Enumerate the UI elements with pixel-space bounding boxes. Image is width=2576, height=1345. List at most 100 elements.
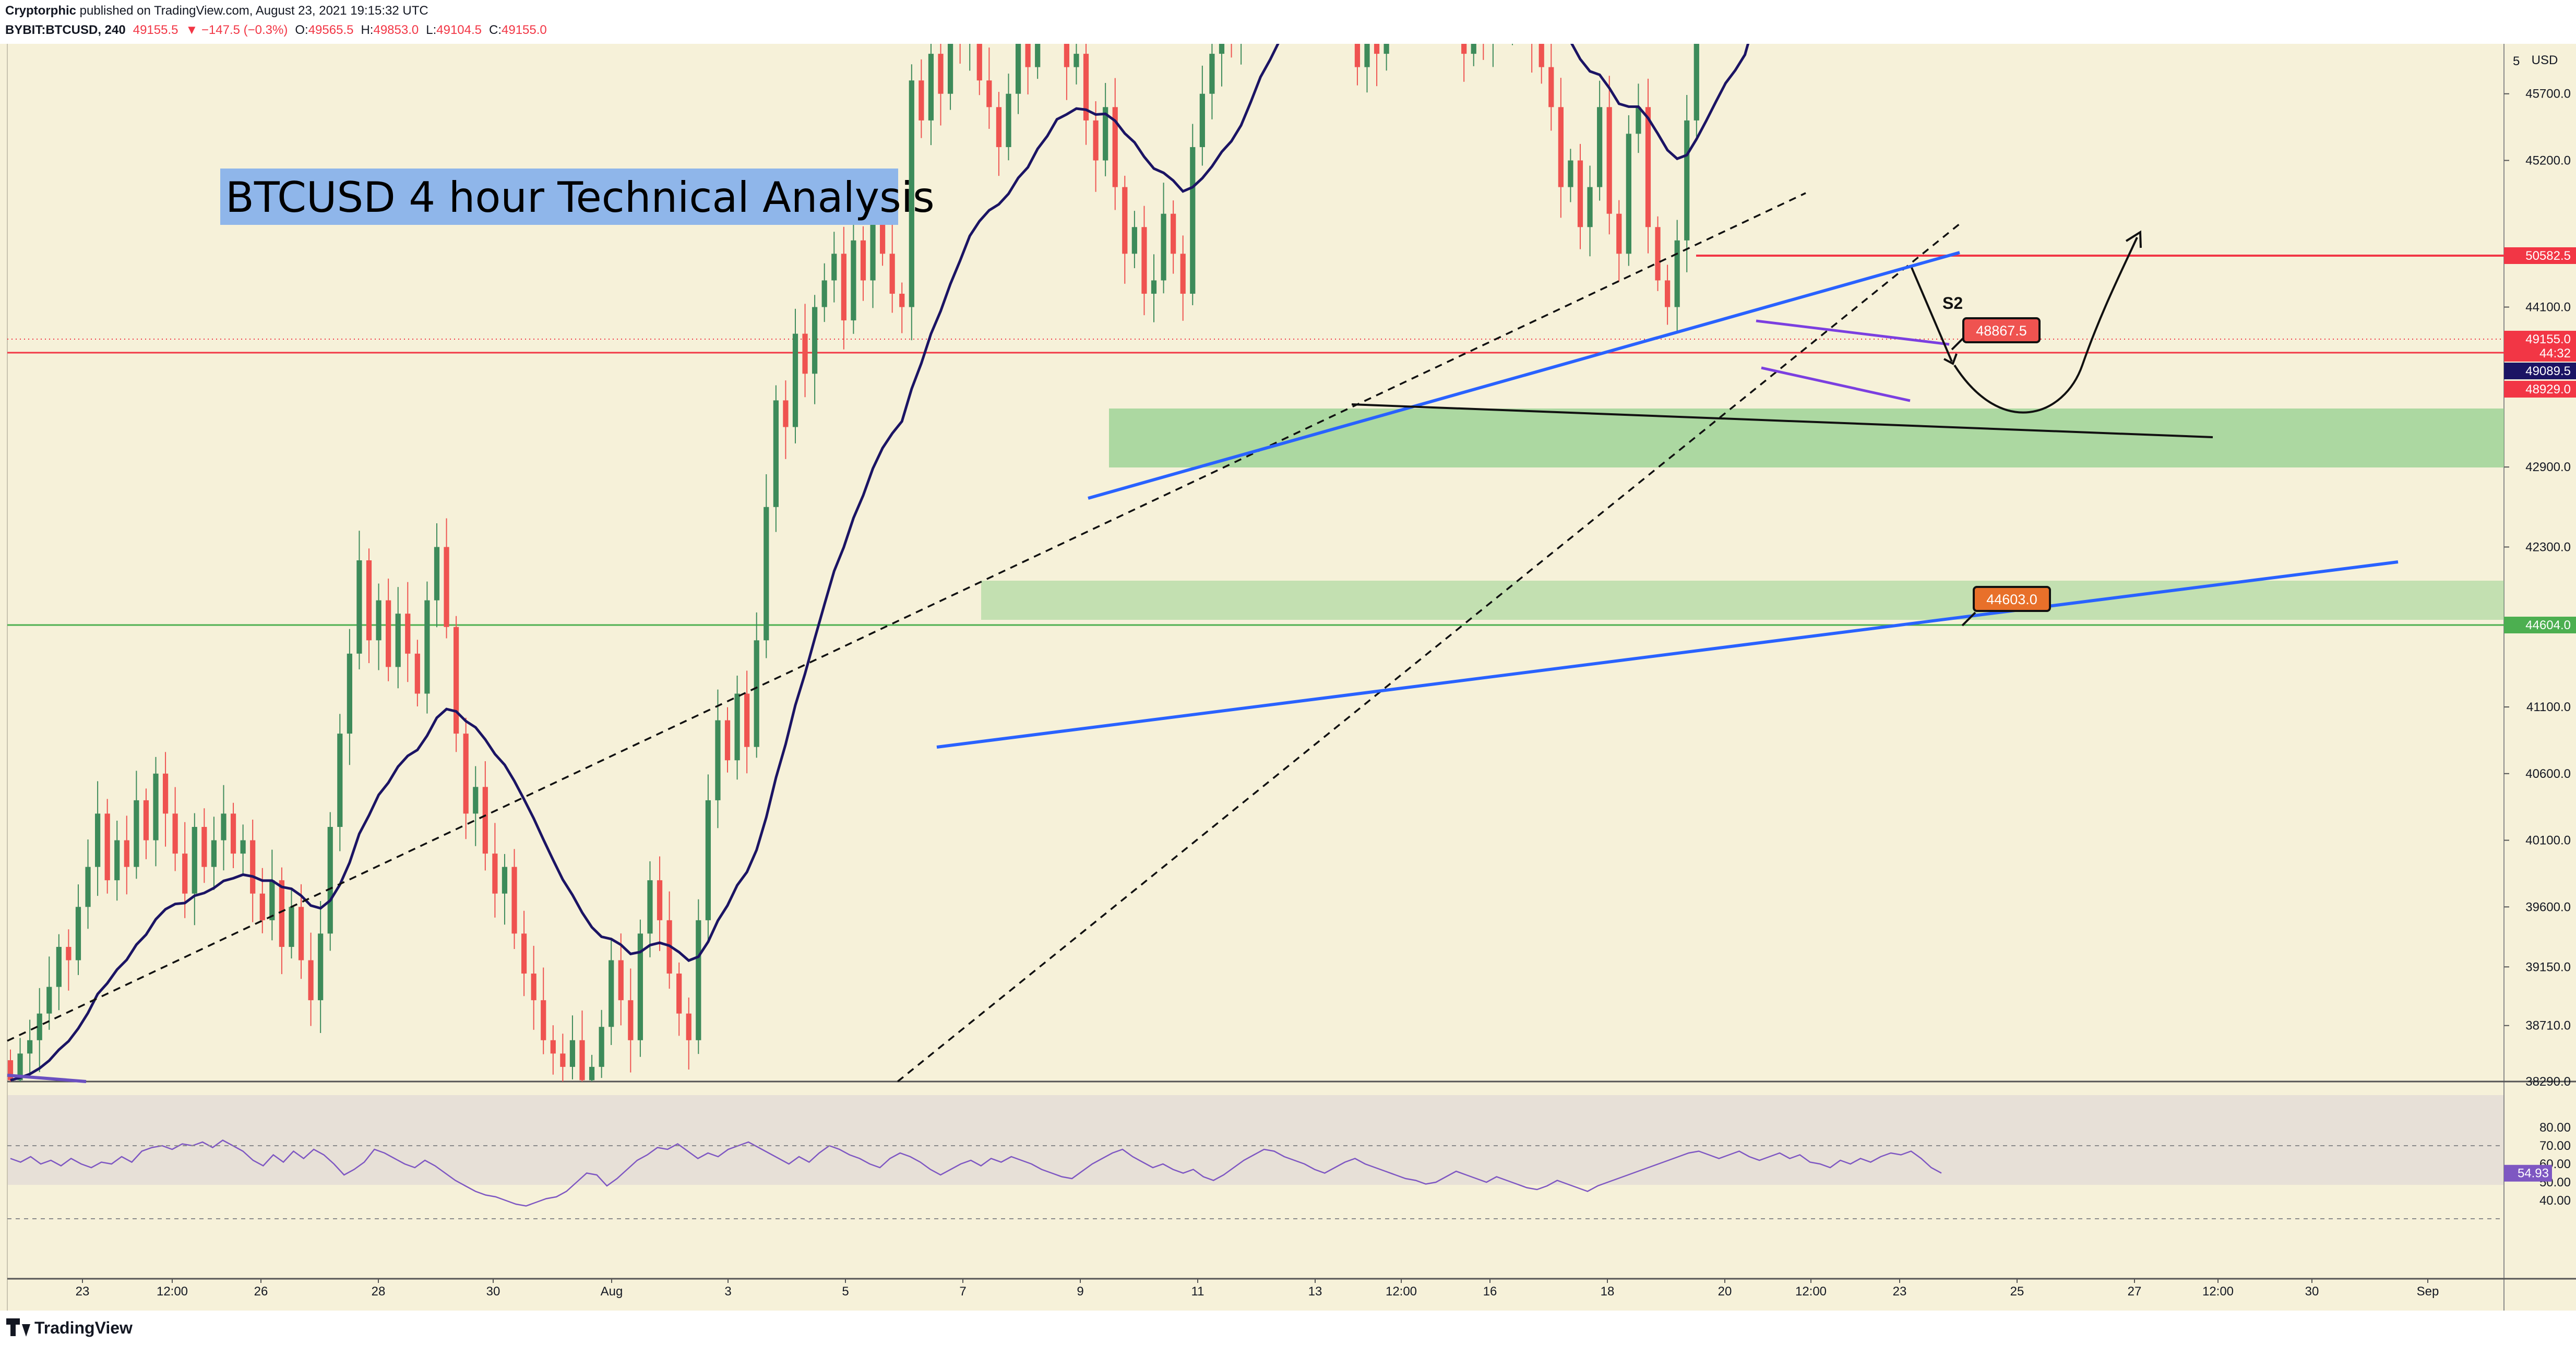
candle xyxy=(1035,44,1041,79)
candle xyxy=(996,92,1002,176)
candle xyxy=(66,929,71,991)
forecast-drop-path[interactable] xyxy=(1911,267,1953,362)
candle-body-down xyxy=(162,773,169,814)
rsi-tick-label: 80.00 xyxy=(2539,1121,2571,1135)
candle-body-down xyxy=(860,240,866,281)
candle-body-up xyxy=(347,653,352,734)
candle xyxy=(1645,78,1651,254)
candle-body-down xyxy=(1664,280,1671,307)
candle xyxy=(1335,0,1341,41)
candle xyxy=(1006,74,1011,161)
left-purple-line[interactable] xyxy=(7,1074,87,1083)
candle xyxy=(589,1054,595,1082)
candle-body-down xyxy=(579,1040,585,1080)
dashed-channel-upper[interactable] xyxy=(7,192,1806,1042)
candle-body-up xyxy=(56,946,62,987)
candle xyxy=(75,884,81,975)
candle-body-up xyxy=(1219,44,1225,54)
price-change: ▼ −147.5 (−0.3%) xyxy=(185,23,288,37)
candle-body-down xyxy=(463,734,469,814)
dashed-channel-lower[interactable] xyxy=(897,221,1963,1083)
rsi-line[interactable] xyxy=(10,1139,1942,1207)
candle-body-down xyxy=(511,867,517,934)
candle-body-down xyxy=(1025,44,1031,67)
rsi-band-fill xyxy=(7,1095,2504,1185)
candle xyxy=(308,932,314,1026)
candle xyxy=(1461,44,1467,82)
time-tick-label: 23 xyxy=(76,1284,90,1299)
time-tick-label: 18 xyxy=(1601,1284,1615,1299)
candle xyxy=(454,616,459,752)
time-tick-label: 5 xyxy=(842,1284,849,1299)
candle-body-up xyxy=(637,933,643,1040)
flag-lower-line[interactable] xyxy=(1761,366,1911,402)
tradingview-logo-mark xyxy=(22,1324,30,1337)
candle xyxy=(347,629,352,765)
candle-body-down xyxy=(386,600,391,667)
candle-body-down xyxy=(783,400,789,427)
time-tick-label: 16 xyxy=(1483,1284,1497,1299)
candle xyxy=(473,766,479,846)
candle-body-down xyxy=(686,1013,691,1040)
candle xyxy=(492,823,498,918)
candle xyxy=(1161,183,1166,294)
candle xyxy=(550,1025,556,1075)
candle xyxy=(938,44,944,126)
rising-trendline-bottom[interactable] xyxy=(936,560,2399,749)
candle-body-up xyxy=(1199,93,1205,147)
callout-48867-text: 48867.5 xyxy=(1976,323,2027,339)
candle xyxy=(1694,44,1699,137)
flag-upper-line[interactable] xyxy=(1756,319,1950,346)
forecast-bounce-path[interactable] xyxy=(1953,237,2138,414)
callout-48867[interactable] xyxy=(1962,317,2041,343)
candle xyxy=(250,819,256,922)
candle-body-down xyxy=(1461,44,1467,54)
candle xyxy=(1481,1,1486,60)
price-badge-level xyxy=(2504,381,2576,398)
support-zone-lower[interactable] xyxy=(981,581,2504,620)
black-descending-line[interactable] xyxy=(1351,403,2213,438)
candle xyxy=(976,44,982,95)
candle xyxy=(1597,80,1603,201)
candle xyxy=(511,849,517,950)
candle xyxy=(821,263,827,322)
ema-line[interactable] xyxy=(10,0,1939,1082)
candle xyxy=(599,1010,604,1078)
candle-body-down xyxy=(1481,1,1486,41)
candle xyxy=(1248,0,1254,5)
candle xyxy=(318,901,324,1033)
forecast-arrowhead xyxy=(2125,230,2142,248)
candle-body-down xyxy=(1655,227,1661,281)
candle-body-down xyxy=(744,693,750,747)
candle-body-up xyxy=(153,773,159,840)
candle-body-up xyxy=(928,54,934,121)
candle xyxy=(95,781,101,896)
price-badge-text-resistance: 50582.5 xyxy=(2525,249,2571,263)
candle xyxy=(1045,0,1050,32)
candle-body-down xyxy=(298,907,304,960)
candle xyxy=(56,934,62,1011)
time-tick-label: 11 xyxy=(1191,1284,1204,1299)
author-name[interactable]: Cryptorphic xyxy=(5,4,76,18)
candle xyxy=(356,531,362,669)
symbol-label[interactable]: BYBIT:BTCUSD, 240 xyxy=(5,23,126,37)
candle-body-down xyxy=(1083,54,1089,121)
open-value: 49565.5 xyxy=(308,23,354,37)
candle-body-up xyxy=(1364,44,1370,67)
candle-body-down xyxy=(1180,254,1186,294)
candle-body-up xyxy=(1103,107,1108,161)
candle xyxy=(628,968,634,1073)
tradingview-logo[interactable]: TradingView xyxy=(6,1318,133,1337)
time-axis[interactable]: 23 12:00 26 28 30 Aug 3 5 7 9 11 13 12:00 16 18 20 12:00… xyxy=(76,1279,2439,1299)
candle xyxy=(1384,44,1389,71)
candle-body-up xyxy=(240,840,246,854)
rising-wedge-top[interactable] xyxy=(1088,251,1960,500)
candle-body-up xyxy=(318,933,324,1001)
analysis-title-box[interactable] xyxy=(220,169,898,225)
callout-44603[interactable] xyxy=(1973,586,2051,612)
time-tick-label: 12:00 xyxy=(157,1284,188,1299)
candle-body-down xyxy=(676,974,682,1014)
resistance-zone-upper[interactable] xyxy=(1109,409,2504,467)
